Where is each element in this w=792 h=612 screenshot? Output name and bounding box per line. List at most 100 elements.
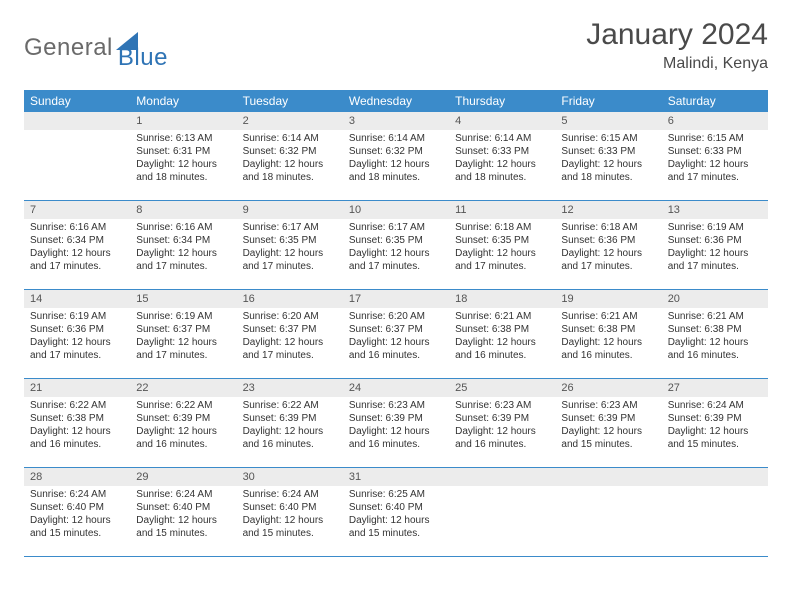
sunset-line: Sunset: 6:36 PM — [30, 323, 124, 336]
daylight-line: Daylight: 12 hours and 15 minutes. — [243, 514, 337, 540]
day-details: Sunrise: 6:20 AMSunset: 6:37 PMDaylight:… — [343, 308, 449, 362]
day-number: 21 — [24, 379, 130, 397]
weekday-header: Wednesday — [343, 90, 449, 112]
day-details: Sunrise: 6:21 AMSunset: 6:38 PMDaylight:… — [555, 308, 661, 362]
daylight-line: Daylight: 12 hours and 17 minutes. — [668, 158, 762, 184]
calendar-day-cell: 16 Sunrise: 6:20 AMSunset: 6:37 PMDayligh… — [237, 290, 343, 379]
day-details: Sunrise: 6:24 AMSunset: 6:40 PMDaylight:… — [130, 486, 236, 540]
sunrise-line: Sunrise: 6:22 AM — [243, 399, 337, 412]
day-number: 11 — [449, 201, 555, 219]
logo-text-blue: Blue — [118, 44, 168, 72]
sunrise-line: Sunrise: 6:23 AM — [349, 399, 443, 412]
sunset-line: Sunset: 6:39 PM — [349, 412, 443, 425]
day-number: 22 — [130, 379, 236, 397]
sunrise-line: Sunrise: 6:24 AM — [668, 399, 762, 412]
daylight-line: Daylight: 12 hours and 17 minutes. — [136, 336, 230, 362]
sunrise-line: Sunrise: 6:16 AM — [136, 221, 230, 234]
month-title: January 2024 — [586, 18, 768, 51]
sunset-line: Sunset: 6:36 PM — [668, 234, 762, 247]
header: General Blue January 2024 Malindi, Kenya — [24, 18, 768, 90]
calendar-day-cell: 27Sunrise: 6:24 AMSunset: 6:39 PMDayligh… — [662, 379, 768, 468]
daylight-line: Daylight: 12 hours and 17 minutes. — [349, 247, 443, 273]
sunset-line: Sunset: 6:38 PM — [30, 412, 124, 425]
daylight-line: Daylight: 12 hours and 17 minutes. — [243, 247, 337, 273]
daylight-line: Daylight: 12 hours and 18 minutes. — [455, 158, 549, 184]
day-number: 27 — [662, 379, 768, 397]
calendar-page: General Blue January 2024 Malindi, Kenya… — [0, 0, 792, 612]
calendar-day-cell: 21Sunrise: 6:22 AMSunset: 6:38 PMDayligh… — [24, 379, 130, 468]
daylight-line: Daylight: 12 hours and 15 minutes. — [30, 514, 124, 540]
day-details: Sunrise: 6:19 AMSunset: 6:37 PMDaylight:… — [130, 308, 236, 362]
calendar-week-row: 21Sunrise: 6:22 AMSunset: 6:38 PMDayligh… — [24, 379, 768, 468]
sunset-line: Sunset: 6:39 PM — [455, 412, 549, 425]
sunrise-line: Sunrise: 6:18 AM — [455, 221, 549, 234]
day-number: 1 — [130, 112, 236, 130]
sunset-line: Sunset: 6:33 PM — [561, 145, 655, 158]
day-details: Sunrise: 6:22 AMSunset: 6:38 PMDaylight:… — [24, 397, 130, 451]
calendar-day-cell: 2Sunrise: 6:14 AMSunset: 6:32 PMDaylight… — [237, 112, 343, 201]
sunrise-line: Sunrise: 6:21 AM — [668, 310, 762, 323]
calendar-day-cell: 31Sunrise: 6:25 AMSunset: 6:40 PMDayligh… — [343, 468, 449, 557]
day-number: 17 — [343, 290, 449, 308]
calendar-day-cell: 5Sunrise: 6:15 AMSunset: 6:33 PMDaylight… — [555, 112, 661, 201]
calendar-day-cell: 8Sunrise: 6:16 AMSunset: 6:34 PMDaylight… — [130, 201, 236, 290]
day-details: Sunrise: 6:16 AMSunset: 6:34 PMDaylight:… — [24, 219, 130, 273]
day-details: Sunrise: 6:24 AMSunset: 6:39 PMDaylight:… — [662, 397, 768, 451]
sunrise-line: Sunrise: 6:19 AM — [668, 221, 762, 234]
day-number: 5 — [555, 112, 661, 130]
calendar-day-cell: 3Sunrise: 6:14 AMSunset: 6:32 PMDaylight… — [343, 112, 449, 201]
day-number: 14 — [24, 290, 130, 308]
calendar-day-cell: 17Sunrise: 6:20 AMSunset: 6:37 PMDayligh… — [343, 290, 449, 379]
day-number: 12 — [555, 201, 661, 219]
day-details: Sunrise: 6:18 AMSunset: 6:36 PMDaylight:… — [555, 219, 661, 273]
location-label: Malindi, Kenya — [586, 55, 768, 73]
weekday-row: SundayMondayTuesdayWednesdayThursdayFrid… — [24, 90, 768, 112]
day-number: 15 — [130, 290, 236, 308]
sunrise-line: Sunrise: 6:17 AM — [349, 221, 443, 234]
sunrise-line: Sunrise: 6:15 AM — [561, 132, 655, 145]
day-details: Sunrise: 6:19 AMSunset: 6:36 PMDaylight:… — [662, 219, 768, 273]
day-number: 16 — [237, 290, 343, 308]
day-number: 7 — [24, 201, 130, 219]
calendar-day-cell: 30Sunrise: 6:24 AMSunset: 6:40 PMDayligh… — [237, 468, 343, 557]
title-block: January 2024 Malindi, Kenya — [586, 18, 768, 73]
calendar-week-row: 7Sunrise: 6:16 AMSunset: 6:34 PMDaylight… — [24, 201, 768, 290]
sunrise-line: Sunrise: 6:14 AM — [243, 132, 337, 145]
day-details: Sunrise: 6:13 AMSunset: 6:31 PMDaylight:… — [130, 130, 236, 184]
calendar-day-cell: 1Sunrise: 6:13 AMSunset: 6:31 PMDaylight… — [130, 112, 236, 201]
sunset-line: Sunset: 6:37 PM — [349, 323, 443, 336]
day-details: Sunrise: 6:17 AMSunset: 6:35 PMDaylight:… — [343, 219, 449, 273]
day-number: 6 — [662, 112, 768, 130]
sunrise-line: Sunrise: 6:22 AM — [136, 399, 230, 412]
sunrise-line: Sunrise: 6:13 AM — [136, 132, 230, 145]
sunrise-line: Sunrise: 6:23 AM — [561, 399, 655, 412]
day-number: 9 — [237, 201, 343, 219]
day-number: 31 — [343, 468, 449, 486]
sunset-line: Sunset: 6:38 PM — [561, 323, 655, 336]
weekday-header: Saturday — [662, 90, 768, 112]
daylight-line: Daylight: 12 hours and 16 minutes. — [243, 425, 337, 451]
daylight-line: Daylight: 12 hours and 17 minutes. — [243, 336, 337, 362]
day-details: Sunrise: 6:23 AMSunset: 6:39 PMDaylight:… — [449, 397, 555, 451]
calendar-head: SundayMondayTuesdayWednesdayThursdayFrid… — [24, 90, 768, 112]
sunrise-line: Sunrise: 6:21 AM — [561, 310, 655, 323]
day-number: 29 — [130, 468, 236, 486]
day-details: Sunrise: 6:14 AMSunset: 6:33 PMDaylight:… — [449, 130, 555, 184]
daylight-line: Daylight: 12 hours and 17 minutes. — [561, 247, 655, 273]
day-number: 26 — [555, 379, 661, 397]
weekday-header: Monday — [130, 90, 236, 112]
sunrise-line: Sunrise: 6:20 AM — [243, 310, 337, 323]
day-number: 28 — [24, 468, 130, 486]
calendar-week-row: 1Sunrise: 6:13 AMSunset: 6:31 PMDaylight… — [24, 112, 768, 201]
daylight-line: Daylight: 12 hours and 16 minutes. — [349, 336, 443, 362]
sunset-line: Sunset: 6:31 PM — [136, 145, 230, 158]
day-details: Sunrise: 6:19 AMSunset: 6:36 PMDaylight:… — [24, 308, 130, 362]
sunset-line: Sunset: 6:38 PM — [455, 323, 549, 336]
calendar-day-cell: 11Sunrise: 6:18 AMSunset: 6:35 PMDayligh… — [449, 201, 555, 290]
daylight-line: Daylight: 12 hours and 16 minutes. — [455, 336, 549, 362]
calendar-day-cell: 19Sunrise: 6:21 AMSunset: 6:38 PMDayligh… — [555, 290, 661, 379]
sunset-line: Sunset: 6:37 PM — [243, 323, 337, 336]
sunset-line: Sunset: 6:33 PM — [455, 145, 549, 158]
calendar-day-cell: 26Sunrise: 6:23 AMSunset: 6:39 PMDayligh… — [555, 379, 661, 468]
daylight-line: Daylight: 12 hours and 15 minutes. — [136, 514, 230, 540]
